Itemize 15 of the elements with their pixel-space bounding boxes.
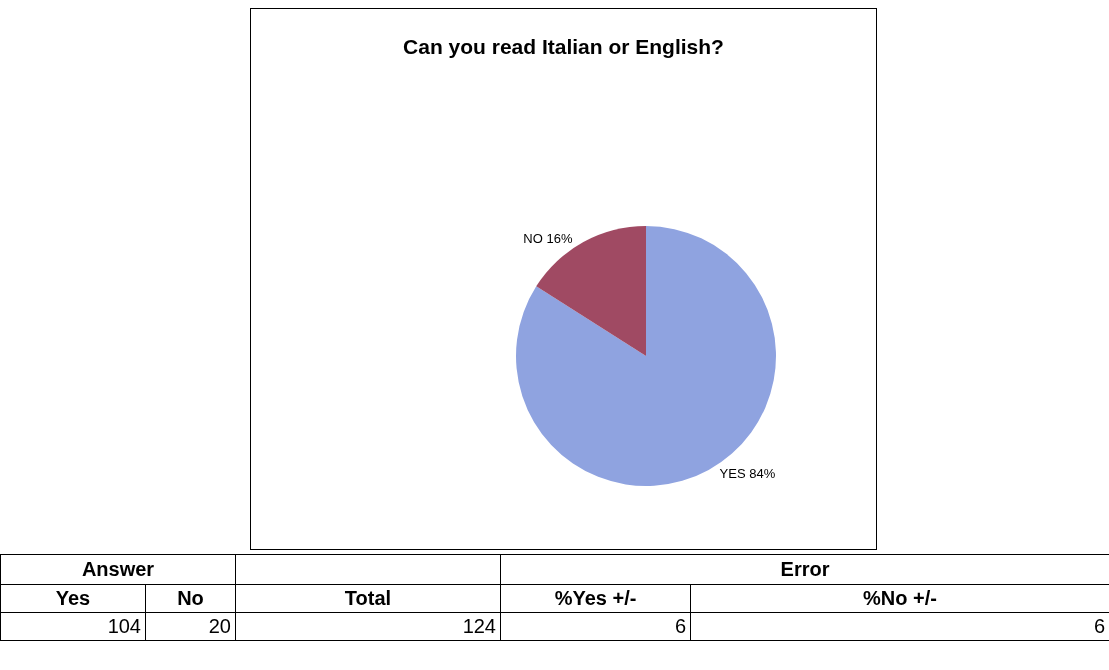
- text: 6: [690, 612, 1109, 641]
- text: %Yes +/-: [500, 584, 691, 613]
- text: 104: [0, 612, 146, 641]
- text: 124: [235, 612, 501, 641]
- text: Error: [500, 554, 1109, 585]
- chart-title: Can you read Italian or English?: [403, 35, 724, 58]
- slice-label: YES 84%: [719, 465, 776, 481]
- text: Total: [235, 584, 501, 613]
- text: %No +/-: [690, 584, 1109, 613]
- slice-label: NO 16%: [523, 231, 573, 247]
- text: Answer: [0, 554, 236, 585]
- text: 6: [500, 612, 691, 641]
- text: 20: [145, 612, 236, 641]
- text: No: [145, 584, 236, 613]
- text: Yes: [0, 584, 146, 613]
